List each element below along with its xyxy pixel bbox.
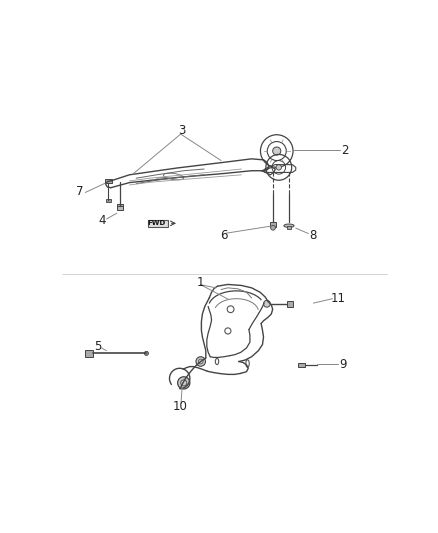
Circle shape bbox=[145, 351, 148, 356]
Ellipse shape bbox=[284, 224, 294, 228]
Text: 7: 7 bbox=[77, 185, 84, 198]
Text: 4: 4 bbox=[99, 214, 106, 227]
Text: 8: 8 bbox=[309, 229, 316, 242]
Text: 2: 2 bbox=[341, 144, 349, 157]
Bar bbox=[117, 204, 123, 207]
Text: 3: 3 bbox=[178, 124, 186, 137]
Text: 5: 5 bbox=[95, 340, 102, 353]
Bar bbox=[286, 301, 293, 306]
Circle shape bbox=[271, 225, 276, 230]
Circle shape bbox=[276, 165, 282, 170]
Bar bbox=[148, 220, 168, 227]
Circle shape bbox=[273, 147, 281, 155]
Text: 11: 11 bbox=[331, 292, 346, 304]
Circle shape bbox=[178, 377, 190, 389]
Text: 9: 9 bbox=[339, 358, 346, 371]
Bar bbox=[298, 362, 305, 367]
Bar bbox=[287, 225, 291, 229]
Bar bbox=[270, 222, 276, 227]
Bar bbox=[106, 199, 111, 202]
Circle shape bbox=[264, 301, 270, 307]
Text: 6: 6 bbox=[220, 229, 227, 243]
Circle shape bbox=[196, 357, 205, 366]
Bar bbox=[85, 350, 93, 357]
Text: 1: 1 bbox=[197, 276, 205, 288]
Text: FWD: FWD bbox=[148, 220, 166, 227]
Bar bbox=[117, 206, 124, 211]
Text: 10: 10 bbox=[172, 400, 187, 413]
Bar bbox=[105, 179, 112, 183]
